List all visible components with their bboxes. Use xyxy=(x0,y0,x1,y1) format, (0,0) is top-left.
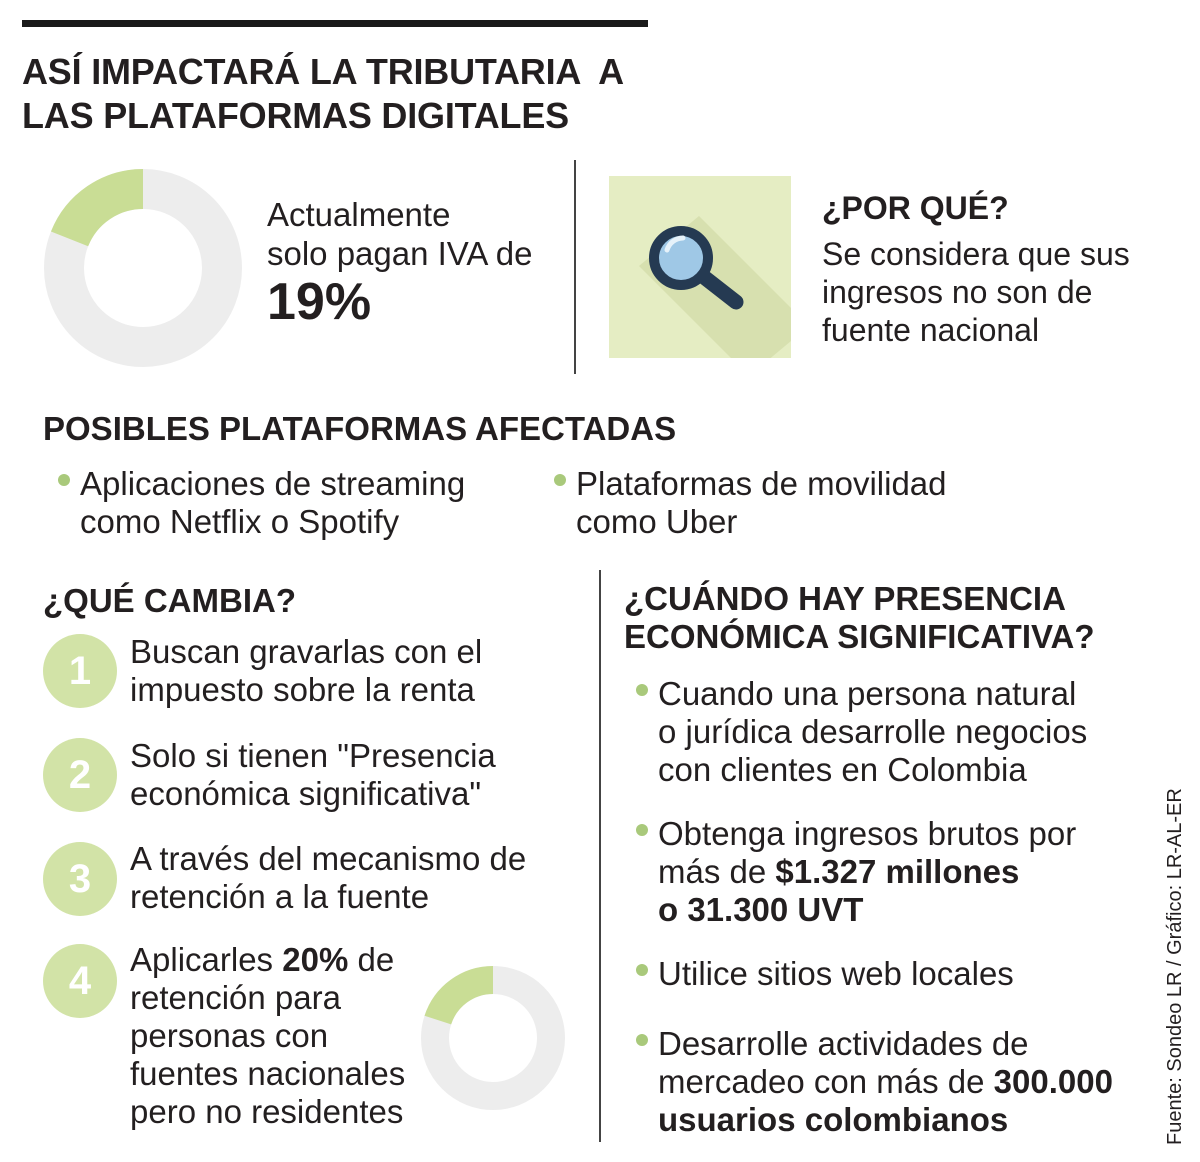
presence-title: ¿CUÁNDO HAY PRESENCIA ECONÓMICA SIGNIFIC… xyxy=(624,580,1095,656)
platform-line-1: Aplicaciones de streaming xyxy=(80,465,466,502)
bullet-dot xyxy=(636,824,648,836)
presence-2-uvt: o 31.300 UVT xyxy=(658,891,864,928)
step-4-line-3: personas con xyxy=(130,1017,329,1054)
step-4-line-5: pero no residentes xyxy=(130,1093,404,1130)
bottom-divider xyxy=(599,570,601,1142)
step-text-2: Solo si tienen "Presencia económica sign… xyxy=(130,737,496,813)
step-text-3: A través del mecanismo de retención a la… xyxy=(130,840,526,916)
source-credit: Fuente: Sondeo LR / Gráfico: LR-AL-ER xyxy=(1164,788,1186,1145)
presence-4-users-number: 300.000 xyxy=(993,1063,1113,1100)
iva-info: Actualmente solo pagan IVA de 19% xyxy=(267,195,532,331)
why-title: ¿POR QUÉ? xyxy=(822,190,1009,226)
step-4-line-4: fuentes nacionales xyxy=(130,1055,406,1092)
presence-title-line-1: ¿CUÁNDO HAY PRESENCIA xyxy=(624,580,1066,617)
step-4-text-post: de xyxy=(348,941,395,978)
presence-4-users-label: usuarios colombianos xyxy=(658,1101,1009,1138)
presence-title-line-2: ECONÓMICA SIGNIFICATIVA? xyxy=(624,618,1095,655)
presence-2-amount: $1.327 millones xyxy=(775,853,1020,890)
step-3-line-2: retención a la fuente xyxy=(130,878,430,915)
step-3-line-1: A través del mecanismo de xyxy=(130,840,527,877)
title-line-2: LAS PLATAFORMAS DIGITALES xyxy=(22,95,569,136)
step-number-2: 2 xyxy=(43,738,117,812)
bullet-dot xyxy=(636,964,648,976)
presence-item-2: Obtenga ingresos brutos por más de $1.32… xyxy=(636,815,1077,929)
presence-item-1: Cuando una persona natural o jurídica de… xyxy=(636,675,1088,789)
step-number-3: 3 xyxy=(43,842,117,916)
platform-line-2: como Uber xyxy=(576,503,738,540)
step-4-percent: 20% xyxy=(282,941,349,978)
presence-4-line-2: mercadeo con más de 300.000 xyxy=(658,1063,1113,1101)
presence-item-3: Utilice sitios web locales xyxy=(636,955,1014,993)
step-2-line-2: económica significativa" xyxy=(130,775,482,812)
why-text: Se considera que sus ingresos no son de … xyxy=(822,235,1130,349)
bullet-dot xyxy=(554,474,566,486)
step-4-line-1: Aplicarles 20% de xyxy=(130,941,405,979)
iva-donut-arc xyxy=(50,169,144,248)
presence-2-line-1: Obtenga ingresos brutos por xyxy=(658,815,1077,852)
presence-4-line-3: usuarios colombianos xyxy=(658,1101,1113,1139)
bullet-dot xyxy=(636,1034,648,1046)
platform-line-1: Plataformas de movilidad xyxy=(576,465,947,502)
step-number-4: 4 xyxy=(43,944,117,1018)
why-line-2: ingresos no son de xyxy=(822,274,1093,310)
platform-line-2: como Netflix o Spotify xyxy=(80,503,400,540)
presence-2-text-pre: más de xyxy=(658,853,776,890)
platforms-title: POSIBLES PLATAFORMAS AFECTADAS xyxy=(43,410,677,447)
presence-4-line-1: Desarrolle actividades de xyxy=(658,1025,1029,1062)
presence-2-line-2: más de $1.327 millones xyxy=(658,853,1076,891)
presence-1-line-2: o jurídica desarrolle negocios xyxy=(658,713,1088,750)
retention-donut-chart xyxy=(421,966,565,1110)
why-line-1: Se considera que sus xyxy=(822,236,1130,272)
platform-item-streaming: Aplicaciones de streaming como Netflix o… xyxy=(58,465,466,541)
step-4-text-pre: Aplicarles xyxy=(130,941,283,978)
top-divider xyxy=(574,160,576,374)
bullet-dot xyxy=(58,474,70,486)
step-1-line-1: Buscan gravarlas con el xyxy=(130,633,483,670)
retention-donut-arc xyxy=(424,966,494,1026)
why-line-3: fuente nacional xyxy=(822,312,1040,348)
step-4-line-2: retención para xyxy=(130,979,341,1016)
presence-1-line-1: Cuando una persona natural xyxy=(658,675,1077,712)
presence-1-line-3: con clientes en Colombia xyxy=(658,751,1027,788)
step-number-1: 1 xyxy=(43,634,117,708)
changes-title: ¿QUÉ CAMBIA? xyxy=(43,582,296,619)
iva-line-1: Actualmente xyxy=(267,196,451,233)
step-text-1: Buscan gravarlas con el impuesto sobre l… xyxy=(130,633,482,709)
magnifying-glass-icon xyxy=(639,216,791,358)
page-title: ASÍ IMPACTARÁ LA TRIBUTARIA A LAS PLATAF… xyxy=(22,50,742,138)
step-text-4: Aplicarles 20% de retención para persona… xyxy=(130,941,405,1131)
step-2-line-1: Solo si tienen "Presencia xyxy=(130,737,496,774)
iva-donut-chart xyxy=(44,169,242,367)
top-rule xyxy=(22,20,648,27)
presence-3-line-1: Utilice sitios web locales xyxy=(658,955,1014,992)
bullet-dot xyxy=(636,684,648,696)
magnifier-panel xyxy=(609,176,791,358)
title-line-1: ASÍ IMPACTARÁ LA TRIBUTARIA A xyxy=(22,51,624,92)
presence-4-text-pre: mercadeo con más de xyxy=(658,1063,994,1100)
presence-item-4: Desarrolle actividades de mercadeo con m… xyxy=(636,1025,1113,1139)
step-1-line-2: impuesto sobre la renta xyxy=(130,671,475,708)
presence-2-line-3: o 31.300 UVT xyxy=(658,891,1076,929)
platform-item-mobility: Plataformas de movilidad como Uber xyxy=(554,465,947,541)
iva-line-2: solo pagan IVA de xyxy=(267,235,533,272)
iva-value: 19% xyxy=(267,273,372,331)
